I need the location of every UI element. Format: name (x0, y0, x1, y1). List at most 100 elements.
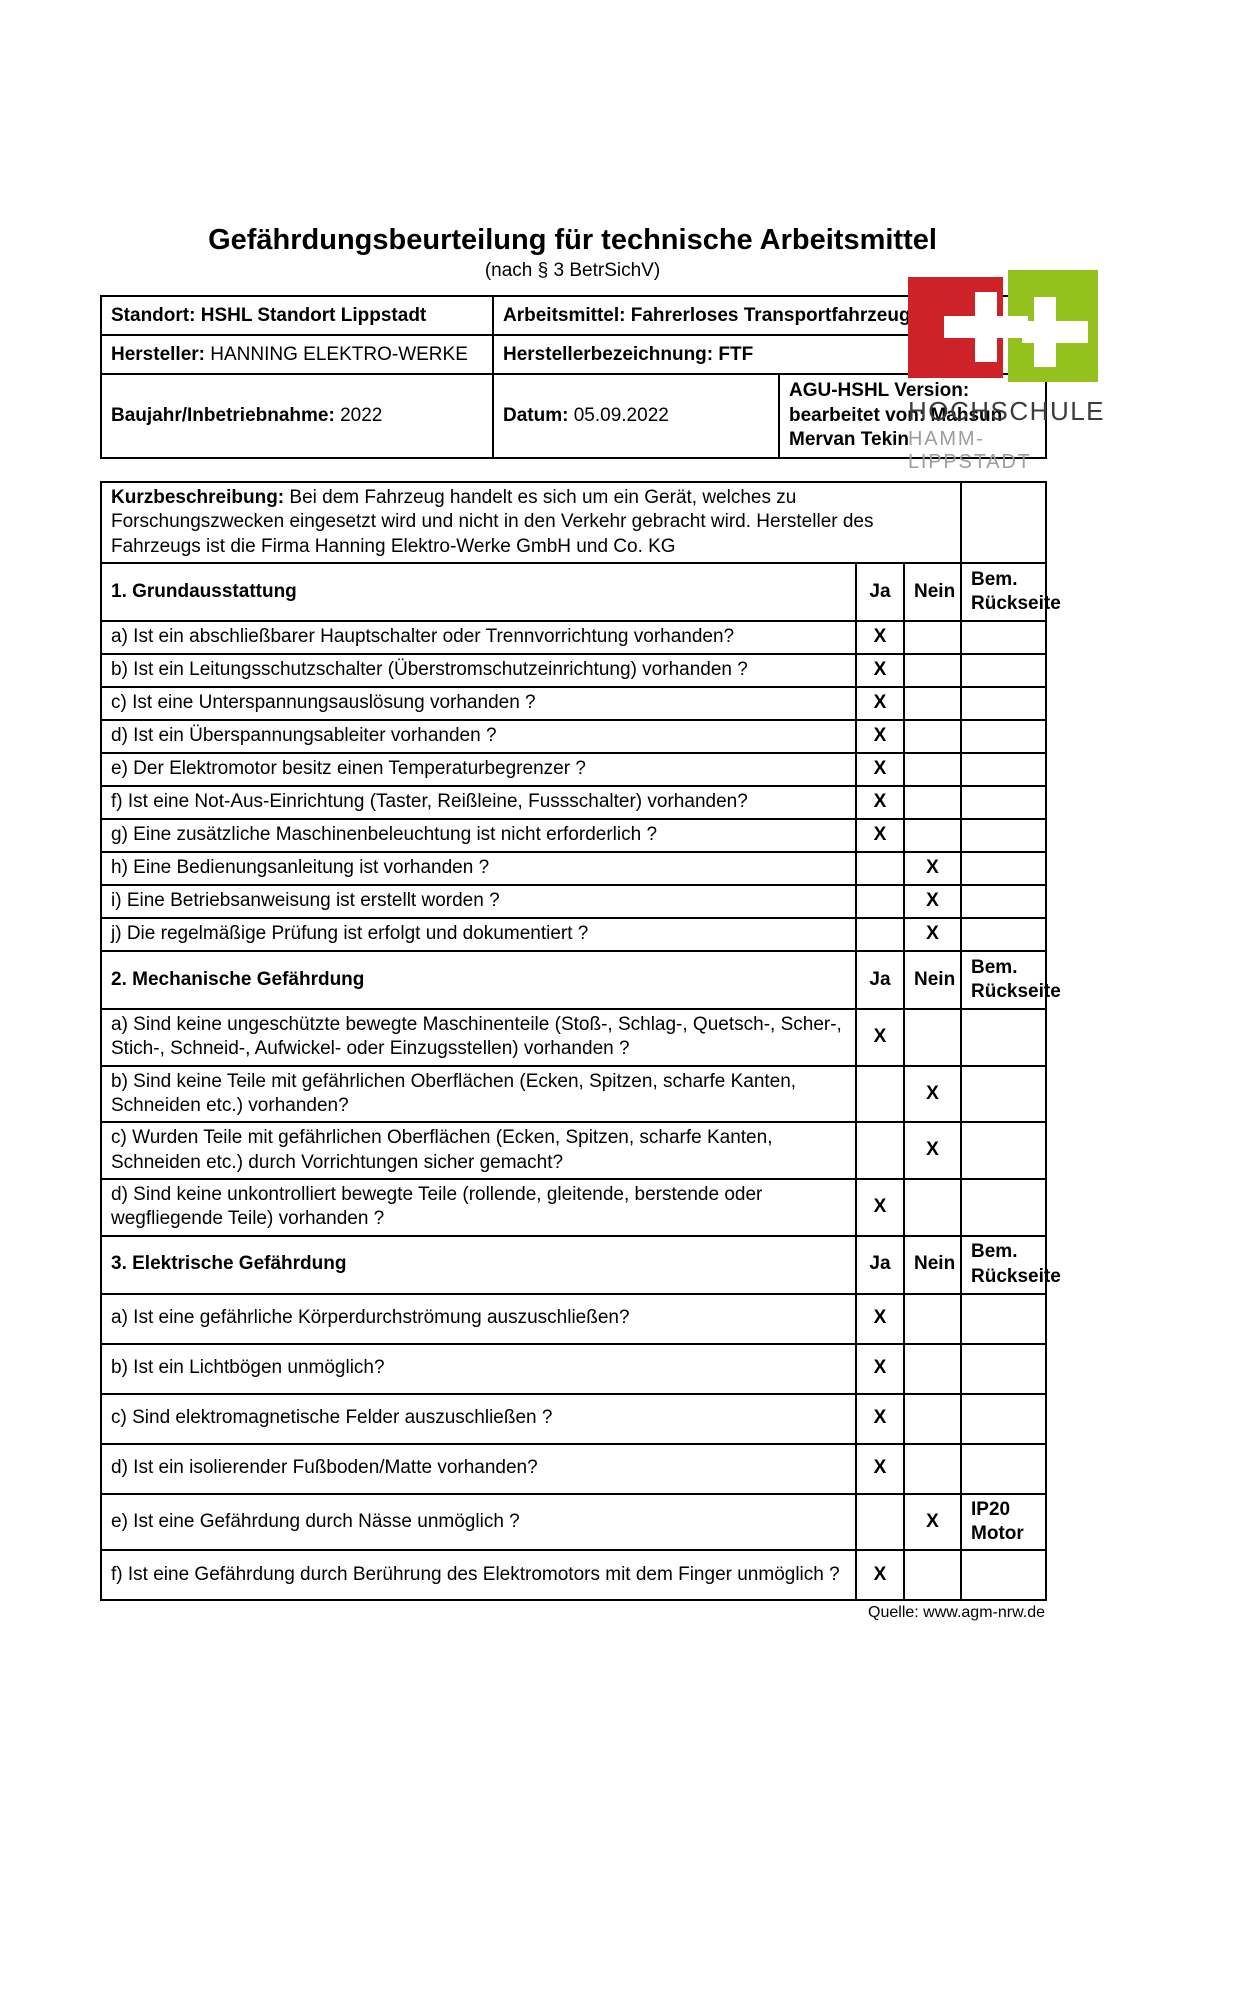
field-baujahr: Baujahr/Inbetriebnahme: 2022 (100, 372, 494, 460)
answer-nein-cell (902, 1442, 963, 1495)
section-title: 3. Elektrische Gefährdung (100, 1234, 857, 1295)
field-hersteller-label: Hersteller: (111, 343, 205, 365)
answer-nein-cell: X (902, 1121, 963, 1180)
answer-bem-cell (960, 1177, 1048, 1237)
question-text: c) Ist eine Unterspannungsauslösung vorh… (100, 686, 857, 721)
question-text: j) Die regelmäßige Prüfung ist erfolgt u… (100, 917, 857, 952)
answer-ja-cell (855, 1064, 905, 1124)
section-header-row: 1. Grundausstattung Ja Nein Bem. Rückseite (100, 562, 1061, 622)
answer-bem-cell (960, 653, 1048, 688)
question-text: c) Wurden Teile mit gefährlichen Oberflä… (100, 1121, 857, 1180)
answer-bem-cell (960, 851, 1048, 886)
question-text: b) Ist ein Leitungsschutzschalter (Übers… (100, 653, 857, 688)
answer-ja-cell (855, 1492, 905, 1552)
answer-bem-cell (960, 1342, 1048, 1395)
question-text: h) Eine Bedienungsanleitung ist vorhande… (100, 851, 857, 886)
question-text: e) Der Elektromotor besitz einen Tempera… (100, 752, 857, 787)
column-header-bem: Bem. Rückseite (960, 950, 1061, 1010)
logo-text-hochschule: HOCHSCHULE (908, 396, 1106, 426)
answer-bem-cell (960, 884, 1048, 919)
column-header-ja: Ja (855, 1234, 905, 1295)
answer-nein-cell (902, 620, 963, 655)
answer-nein-cell (902, 719, 963, 754)
answer-bem-cell (960, 1121, 1048, 1180)
answer-bem-cell (960, 818, 1048, 853)
answer-ja-cell: X (855, 1292, 905, 1345)
question-text: b) Sind keine Teile mit gefährlichen Obe… (100, 1064, 857, 1124)
answer-ja-cell: X (855, 686, 905, 721)
answer-ja-cell: X (855, 1549, 905, 1602)
answer-ja-cell: X (855, 752, 905, 787)
answer-ja-cell (855, 917, 905, 952)
answer-nein-cell (902, 1177, 963, 1237)
field-version-value: bearbeitet von: Mahsun Mervan Tekin (789, 404, 1003, 451)
field-arbeitsmittel-label: Arbeitsmittel: (503, 304, 626, 326)
question-text: d) Ist ein Überspannungsableiter vorhand… (100, 719, 857, 754)
answer-nein-cell: X (902, 917, 963, 952)
checklist-row: g) Eine zusätzliche Maschinenbeleuchtung… (100, 818, 1048, 853)
answer-ja-cell: X (855, 719, 905, 754)
answer-bem-cell (960, 719, 1048, 754)
answer-ja-cell: X (855, 1442, 905, 1495)
column-header-nein: Nein (902, 950, 963, 1010)
answer-nein-cell (902, 653, 963, 688)
source-note: Quelle: www.agm-nrw.de (868, 1604, 1045, 1622)
question-text: c) Sind elektromagnetische Felder auszus… (100, 1392, 857, 1445)
answer-nein-cell: X (902, 1492, 963, 1552)
field-baujahr-label: Baujahr/Inbetriebnahme: (111, 405, 335, 427)
answer-ja-cell: X (855, 785, 905, 820)
question-text: a) Ist ein abschließbarer Hauptschalter … (100, 620, 857, 655)
field-hersteller-value: HANNING ELEKTRO-WERKE (210, 343, 468, 365)
answer-bem-cell (960, 1442, 1048, 1495)
checklist-row: j) Die regelmäßige Prüfung ist erfolgt u… (100, 917, 1048, 952)
field-baujahr-value: 2022 (340, 405, 383, 427)
answer-ja-cell: X (855, 1008, 905, 1067)
answer-ja-cell: X (855, 620, 905, 655)
checklist-row: f) Ist eine Gefährdung durch Berührung d… (100, 1549, 1048, 1602)
answer-nein-cell (902, 818, 963, 853)
checklist-row: h) Eine Bedienungsanleitung ist vorhande… (100, 851, 1048, 886)
section-header-row: 2. Mechanische Gefährdung Ja Nein Bem. Rück… (100, 950, 1061, 1010)
kurzbeschreibung-label: Kurzbeschreibung: (111, 487, 285, 509)
question-text: a) Ist eine gefährliche Körperdurchström… (100, 1292, 857, 1345)
checklist-row: d) Sind keine unkontrolliert bewegte Tei… (100, 1177, 1048, 1237)
checklist-row: i) Eine Betriebsanweisung ist erstellt w… (100, 884, 1048, 919)
question-text: a) Sind keine ungeschützte bewegte Masch… (100, 1008, 857, 1067)
section-title: 1. Grundausstattung (100, 562, 857, 622)
answer-ja-cell: X (855, 1342, 905, 1395)
answer-nein-cell (902, 785, 963, 820)
answer-nein-cell: X (902, 851, 963, 886)
field-standort: Standort: HSHL Standort Lippstadt (100, 295, 494, 336)
field-datum-label: Datum: (503, 405, 569, 427)
field-hersteller: Hersteller: HANNING ELEKTRO-WERKE (100, 334, 494, 375)
answer-nein-cell (902, 1008, 963, 1067)
question-text: b) Ist ein Lichtbögen unmöglich? (100, 1342, 857, 1395)
answer-nein-cell (902, 752, 963, 787)
section-header-row: 3. Elektrische Gefährdung Ja Nein Bem. Rück… (100, 1234, 1061, 1295)
checklist-row: b) Ist ein Leitungsschutzschalter (Übers… (100, 653, 1048, 688)
answer-bem-cell (960, 620, 1048, 655)
answer-bem-cell (960, 785, 1048, 820)
answer-nein-cell: X (902, 884, 963, 919)
column-header-nein: Nein (902, 1234, 963, 1295)
equipment-info-table: Standort: HSHL Standort Lippstadt Arbeit… (100, 295, 1048, 460)
answer-nein-cell (902, 686, 963, 721)
question-text: d) Sind keine unkontrolliert bewegte Tei… (100, 1177, 857, 1237)
answer-nein-cell (902, 1342, 963, 1395)
checklist-row: c) Ist eine Unterspannungsauslösung vorh… (100, 686, 1048, 721)
column-header-bem: Bem. Rückseite (960, 562, 1061, 622)
answer-bem-cell (960, 1549, 1048, 1602)
answer-bem-cell: IP20 Motor (960, 1492, 1048, 1552)
answer-bem-cell (960, 1008, 1048, 1067)
column-header-nein: Nein (902, 562, 963, 622)
checklist-row: b) Ist ein Lichtbögen unmöglich? X (100, 1342, 1048, 1395)
answer-ja-cell: X (855, 1392, 905, 1445)
kurzbeschreibung-text: Bei dem Fahrzeug handelt es sich um ein … (111, 487, 874, 557)
field-standort-label: Standort: (111, 304, 196, 326)
field-version: AGU-HSHL Version: bearbeitet von: Mahsun… (777, 372, 1048, 460)
answer-ja-cell (855, 851, 905, 886)
field-herstellerbezeichnung-label: Herstellerbezeichnung: (503, 343, 714, 365)
checklist-row: e) Ist eine Gefährdung durch Nässe unmög… (100, 1492, 1048, 1552)
logo-cross-cutouts (944, 292, 1088, 367)
field-version-label: AGU-HSHL Version: (789, 380, 970, 401)
